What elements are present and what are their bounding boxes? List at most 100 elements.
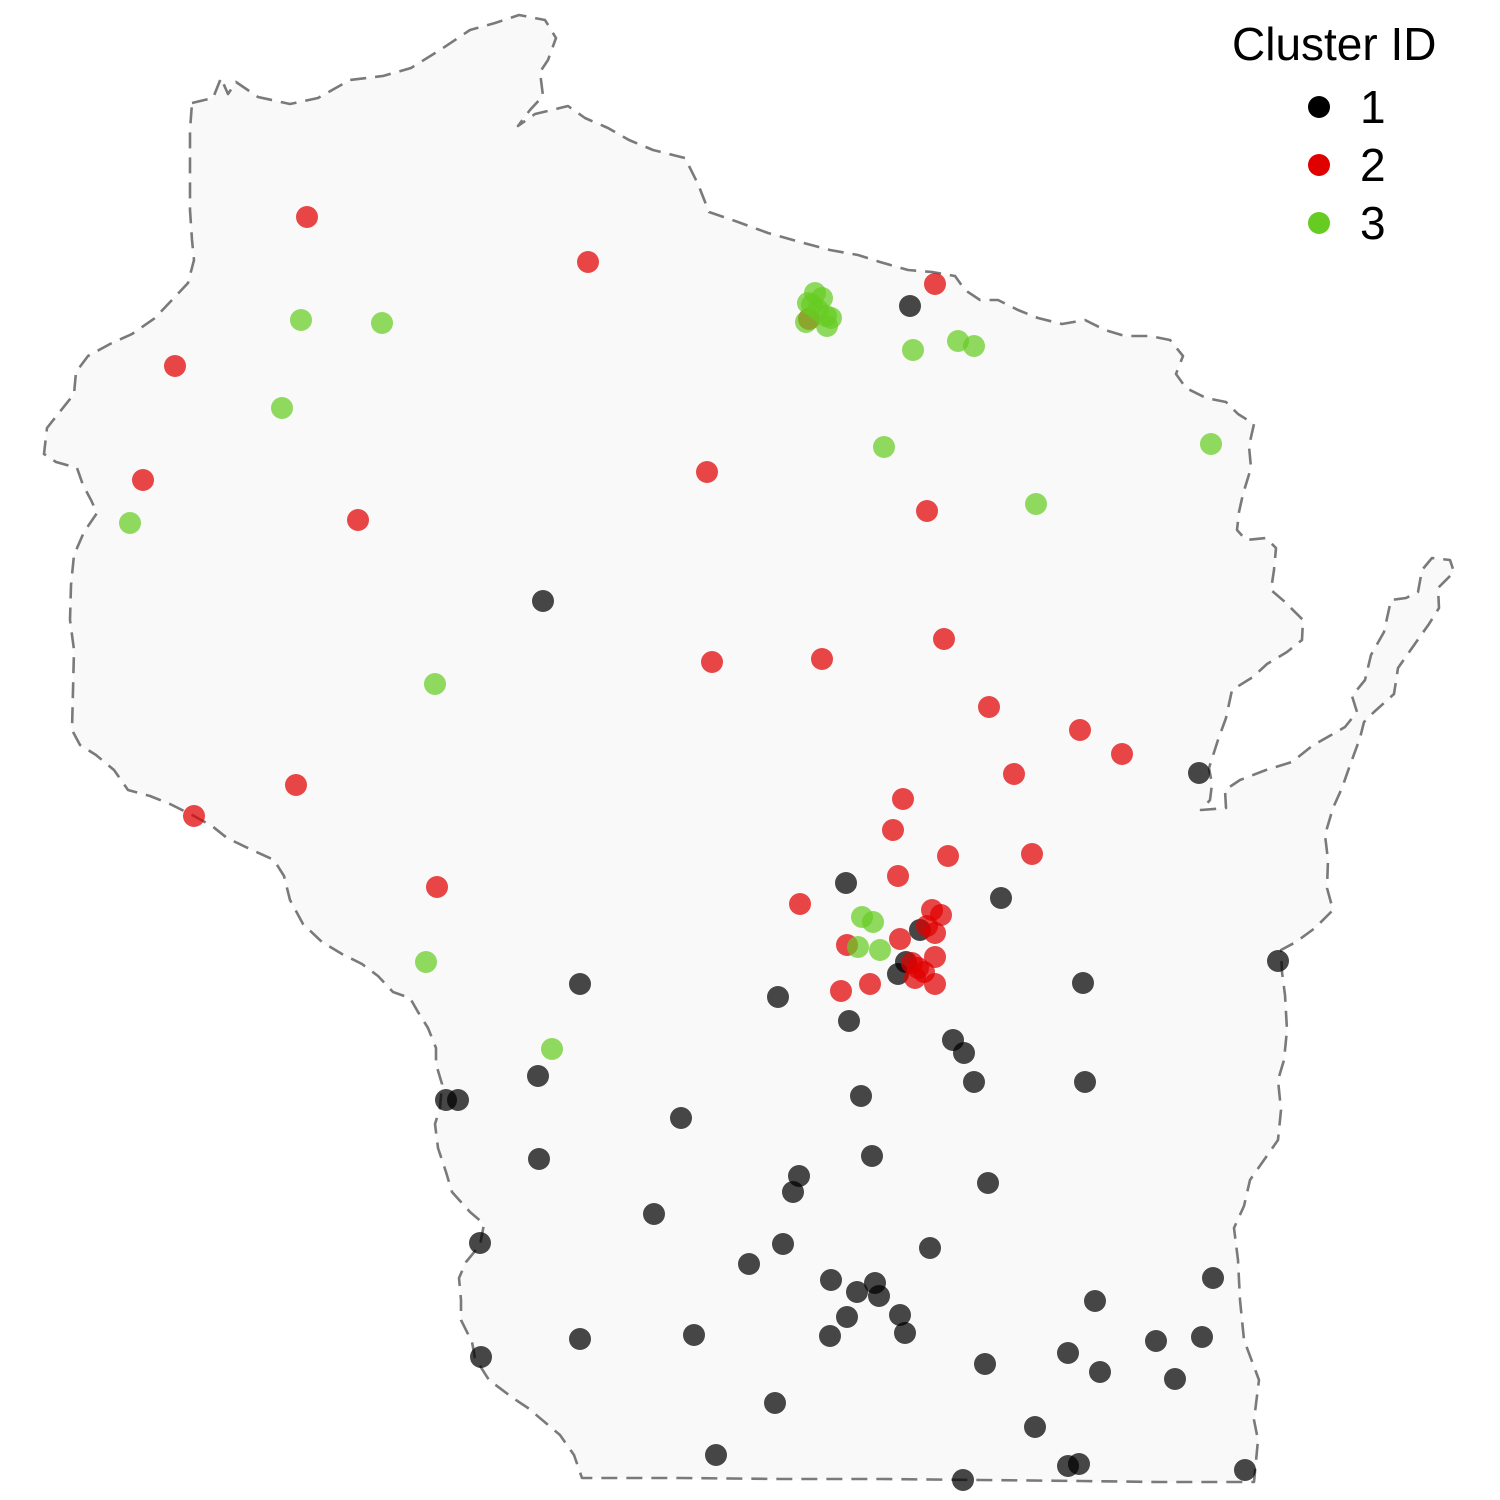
cluster-1-point	[1234, 1459, 1256, 1481]
cluster-1-point	[527, 1065, 549, 1087]
cluster-1-point	[836, 1306, 858, 1328]
cluster-1-point	[782, 1181, 804, 1203]
legend-item-1: 1	[1308, 78, 1482, 136]
cluster-2-point	[978, 696, 1000, 718]
cluster-3-point	[873, 436, 895, 458]
cluster-1-point	[1191, 1326, 1213, 1348]
cluster-3-point	[1025, 493, 1047, 515]
cluster-2-point	[811, 648, 833, 670]
legend-label-2: 2	[1360, 139, 1386, 191]
cluster-1-point	[974, 1353, 996, 1375]
cluster-1-point	[1188, 762, 1210, 784]
cluster-2-point	[1069, 719, 1091, 741]
cluster-2-point	[789, 893, 811, 915]
cluster-2-point	[933, 628, 955, 650]
legend-item-2: 2	[1308, 136, 1482, 194]
cluster-2-point	[296, 206, 318, 228]
cluster-1-point	[1072, 972, 1094, 994]
cluster-3-point	[415, 951, 437, 973]
cluster-3-point	[119, 512, 141, 534]
cluster-1-point	[569, 973, 591, 995]
cluster-2-point	[132, 469, 154, 491]
cluster-1-point	[861, 1145, 883, 1167]
cluster-2-point	[577, 251, 599, 273]
legend-label-3: 3	[1360, 197, 1386, 249]
cluster-1-point	[963, 1071, 985, 1093]
cluster-1-point	[1024, 1416, 1046, 1438]
cluster-2-point	[1111, 743, 1133, 765]
cluster-3-point	[541, 1038, 563, 1060]
cluster-2-point	[164, 355, 186, 377]
cluster-1-point	[835, 872, 857, 894]
cluster-2-point	[183, 805, 205, 827]
cluster-3-point	[795, 311, 817, 333]
cluster-1-point	[469, 1232, 491, 1254]
cluster-1-point	[767, 986, 789, 1008]
cluster-1-point	[1145, 1330, 1167, 1352]
cluster-2-point	[892, 788, 914, 810]
cluster-1-point	[738, 1253, 760, 1275]
cluster-2-point	[937, 845, 959, 867]
cluster-3-point	[816, 315, 838, 337]
cluster-3-point	[869, 939, 891, 961]
cluster-2-point	[904, 967, 926, 989]
legend: Cluster ID 1 2 3	[1232, 18, 1482, 252]
cluster-1-point	[670, 1107, 692, 1129]
cluster-points	[119, 206, 1289, 1491]
cluster-1-point	[952, 1469, 974, 1491]
legend-swatch-3	[1308, 212, 1330, 234]
legend-title: Cluster ID	[1232, 18, 1437, 70]
cluster-1-point	[953, 1042, 975, 1064]
cluster-1-point	[889, 1304, 911, 1326]
cluster-2-point	[347, 509, 369, 531]
cluster-2-point	[882, 819, 904, 841]
cluster-1-point	[846, 1281, 868, 1303]
cluster-3-point	[290, 309, 312, 331]
cluster-1-point	[470, 1346, 492, 1368]
cluster-2-point	[830, 980, 852, 1002]
cluster-2-point	[859, 973, 881, 995]
legend-swatch-2	[1308, 154, 1330, 176]
cluster-1-point	[1202, 1267, 1224, 1289]
cluster-2-point	[426, 876, 448, 898]
cluster-1-point	[1164, 1368, 1186, 1390]
cluster-2-point	[889, 928, 911, 950]
cluster-1-point	[683, 1324, 705, 1346]
legend-item-3: 3	[1308, 194, 1482, 252]
cluster-2-point	[1003, 763, 1025, 785]
cluster-1-point	[838, 1010, 860, 1032]
cluster-3-point	[371, 312, 393, 334]
cluster-3-point	[424, 673, 446, 695]
cluster-1-point	[1057, 1342, 1079, 1364]
cluster-3-point	[902, 339, 924, 361]
cluster-1-point	[1084, 1290, 1106, 1312]
cluster-2-point	[916, 500, 938, 522]
cluster-1-point	[868, 1285, 890, 1307]
cluster-1-point	[764, 1392, 786, 1414]
cluster-1-point	[919, 1237, 941, 1259]
cluster-1-point	[447, 1089, 469, 1111]
cluster-1-point	[705, 1444, 727, 1466]
cluster-1-point	[850, 1085, 872, 1107]
wisconsin-state-outline	[42, 13, 1456, 1484]
cluster-1-point	[532, 590, 554, 612]
legend-label-1: 1	[1360, 81, 1386, 133]
cluster-2-point	[887, 865, 909, 887]
cluster-1-point	[1089, 1361, 1111, 1383]
legend-swatch-1	[1308, 96, 1330, 118]
cluster-3-point	[963, 335, 985, 357]
cluster-1-point	[820, 1269, 842, 1291]
cluster-1-point	[1068, 1453, 1090, 1475]
cluster-3-point	[271, 397, 293, 419]
cluster-2-point	[696, 461, 718, 483]
cluster-3-point	[847, 936, 869, 958]
cluster-1-point	[528, 1148, 550, 1170]
cluster-1-point	[977, 1172, 999, 1194]
cluster-2-point	[701, 651, 723, 673]
cluster-1-point	[1267, 950, 1289, 972]
cluster-2-point	[924, 273, 946, 295]
cluster-2-point	[924, 922, 946, 944]
cluster-3-point	[801, 294, 823, 316]
cluster-1-point	[772, 1233, 794, 1255]
